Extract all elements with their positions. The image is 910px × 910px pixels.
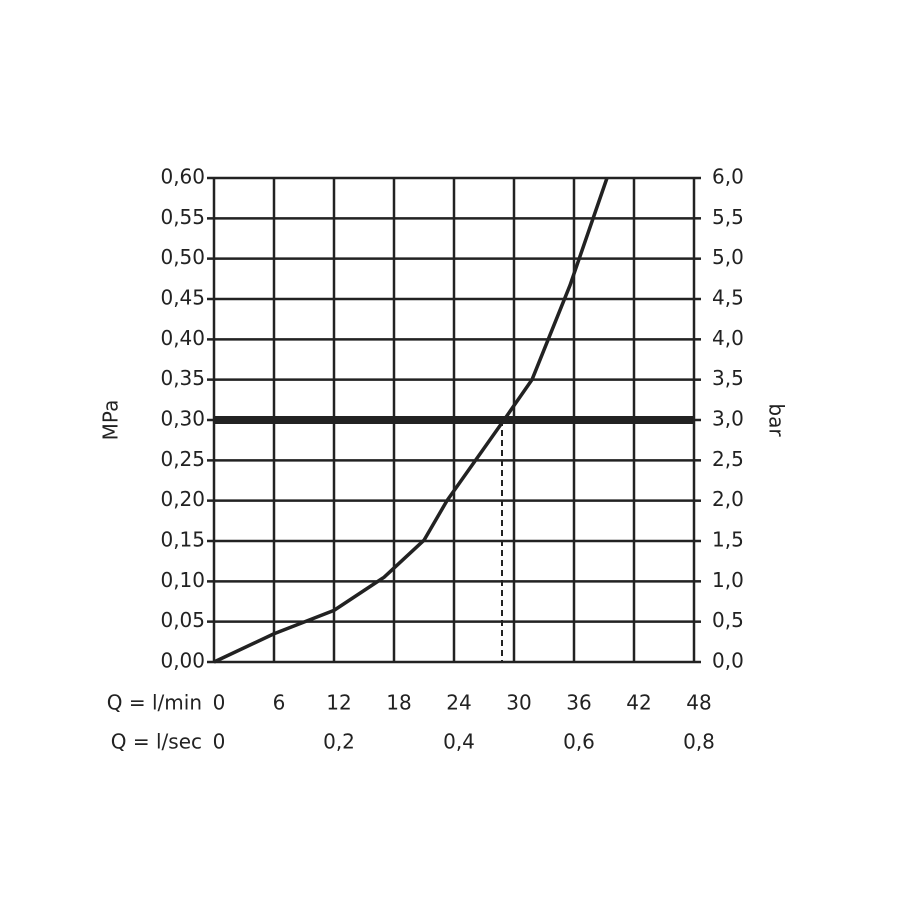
y2-tick-label: 5,5 [712,205,744,229]
x-tick-label: 48 [686,691,711,715]
y-tick-label: 0,10 [160,568,205,592]
y2-tick-label: 4,0 [712,326,744,350]
x-axis-label: Q = l/min [107,691,202,715]
x2-tick-label: 0,4 [443,730,475,754]
y2-tick-label: 2,0 [712,487,744,511]
x-tick-label: 30 [506,691,531,715]
y2-tick-label: 3,5 [712,366,744,390]
y-tick-label: 0,50 [160,245,205,269]
y2-tick-label: 1,0 [712,568,744,592]
x2-axis-label: Q = l/sec [111,730,202,754]
y-tick-label: 0,25 [160,447,205,471]
y-axis-label: MPa [99,400,123,441]
y2-tick-label: 4,5 [712,286,744,310]
y2-axis-label: bar [765,403,789,437]
y2-tick-label: 1,5 [712,528,744,552]
y-tick-label: 0,15 [160,528,205,552]
y2-tick-label: 0,5 [712,608,744,632]
y-tick-label: 0,05 [160,608,205,632]
y-tick-label: 0,60 [160,165,205,189]
x-tick-label: 12 [326,691,351,715]
x2-tick-label: 0 [213,730,226,754]
y2-tick-label: 3,0 [712,407,744,431]
x-tick-label: 42 [626,691,651,715]
y-tick-label: 0,00 [160,649,205,673]
x2-tick-label: 0,6 [563,730,595,754]
curve [213,177,609,664]
y-tick-label: 0,40 [160,326,205,350]
y-tick-label: 0,20 [160,487,205,511]
x-tick-label: 6 [273,691,286,715]
y-tick-label: 0,35 [160,366,205,390]
x-tick-label: 36 [566,691,591,715]
y2-tick-label: 5,0 [712,245,744,269]
y2-tick-label: 2,5 [712,447,744,471]
x-tick-label: 0 [213,691,226,715]
x-tick-label: 24 [446,691,471,715]
x2-tick-label: 0,2 [323,730,355,754]
y2-tick-label: 0,0 [712,649,744,673]
y2-tick-label: 6,0 [712,165,744,189]
x2-tick-label: 0,8 [683,730,715,754]
y-tick-label: 0,30 [160,407,205,431]
y-tick-label: 0,45 [160,286,205,310]
x-tick-label: 18 [386,691,411,715]
y-tick-label: 0,55 [160,205,205,229]
